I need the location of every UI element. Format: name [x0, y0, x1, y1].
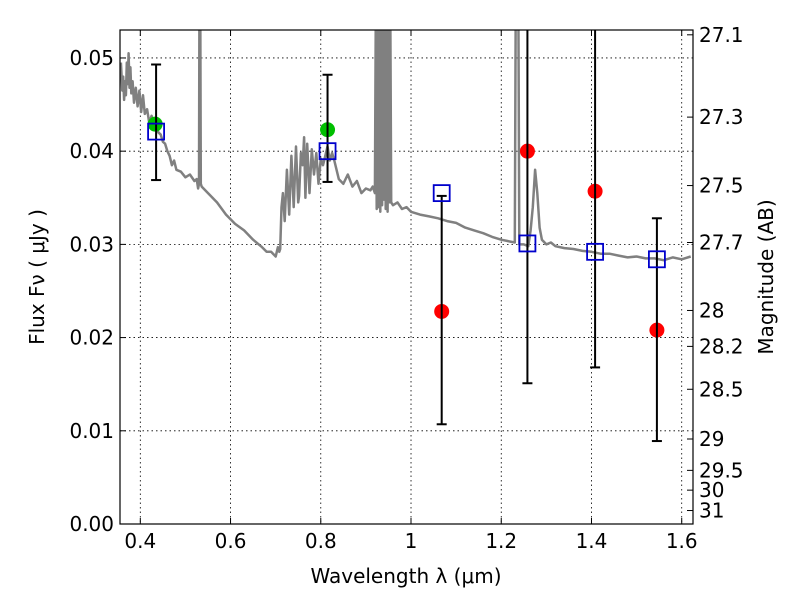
- model-band-flux-square: [648, 250, 666, 269]
- magnitude-tick-label: 28: [699, 298, 724, 322]
- x-tick-label: 0.8: [305, 529, 337, 553]
- model-band-flux-square: [432, 184, 451, 203]
- x-tick-label: 1.6: [666, 529, 698, 553]
- y-tick-label: 0.04: [69, 139, 114, 163]
- y-axis-label: Flux Fν ( μJy ): [25, 209, 49, 345]
- magnitude-tick-label: 27.7: [699, 231, 744, 255]
- y-tick-label: 0.00: [69, 512, 114, 536]
- model-band-flux-square: [586, 242, 604, 261]
- y-tick-label: 0.02: [69, 326, 114, 350]
- magnitude-tick-label: 27.3: [699, 105, 744, 129]
- error-bar: [436, 194, 447, 426]
- y-tick-label: 0.03: [69, 232, 114, 256]
- model-band-flux-square: [318, 142, 337, 161]
- y-tick-label: 0.01: [69, 419, 114, 443]
- x-axis-label: Wavelength λ (μm): [310, 564, 501, 588]
- x-tick-label: 1: [405, 529, 418, 553]
- error-bar: [322, 73, 333, 183]
- model-band-flux-square: [147, 122, 165, 141]
- magnitude-axis-label: Magnitude (AB): [754, 199, 778, 354]
- x-tick-label: 0.6: [215, 529, 247, 553]
- error-bar: [522, 30, 533, 385]
- magnitude-tick-label: 31: [699, 499, 724, 523]
- error-bar: [651, 217, 662, 443]
- plot-frame: [119, 29, 694, 525]
- x-tick-label: 0.4: [124, 529, 156, 553]
- model-band-flux-square: [518, 234, 537, 253]
- magnitude-tick-label: 30: [699, 478, 724, 502]
- x-tick-label: 1.4: [576, 529, 608, 553]
- y-tick-label: 0.05: [69, 46, 114, 70]
- error-bar: [151, 63, 162, 182]
- magnitude-tick-label: 29.5: [699, 458, 744, 482]
- magnitude-tick-label: 28.2: [699, 334, 744, 358]
- magnitude-tick-label: 27.5: [699, 174, 744, 198]
- plot-area: [120, 30, 692, 443]
- magnitude-tick-label: 28.5: [699, 377, 744, 401]
- ticks: 0.4 0.6 0.8 1 1.2 1.4 1.6 0.00 0.01 0.02 0.03 0.04 0…: [69, 23, 743, 553]
- magnitude-tick-label: 29: [699, 427, 724, 451]
- magnitude-tick-label: 27.1: [699, 23, 744, 47]
- x-tick-label: 1.2: [485, 529, 517, 553]
- error-bar: [590, 30, 601, 369]
- model-spectrum-line: [120, 30, 692, 262]
